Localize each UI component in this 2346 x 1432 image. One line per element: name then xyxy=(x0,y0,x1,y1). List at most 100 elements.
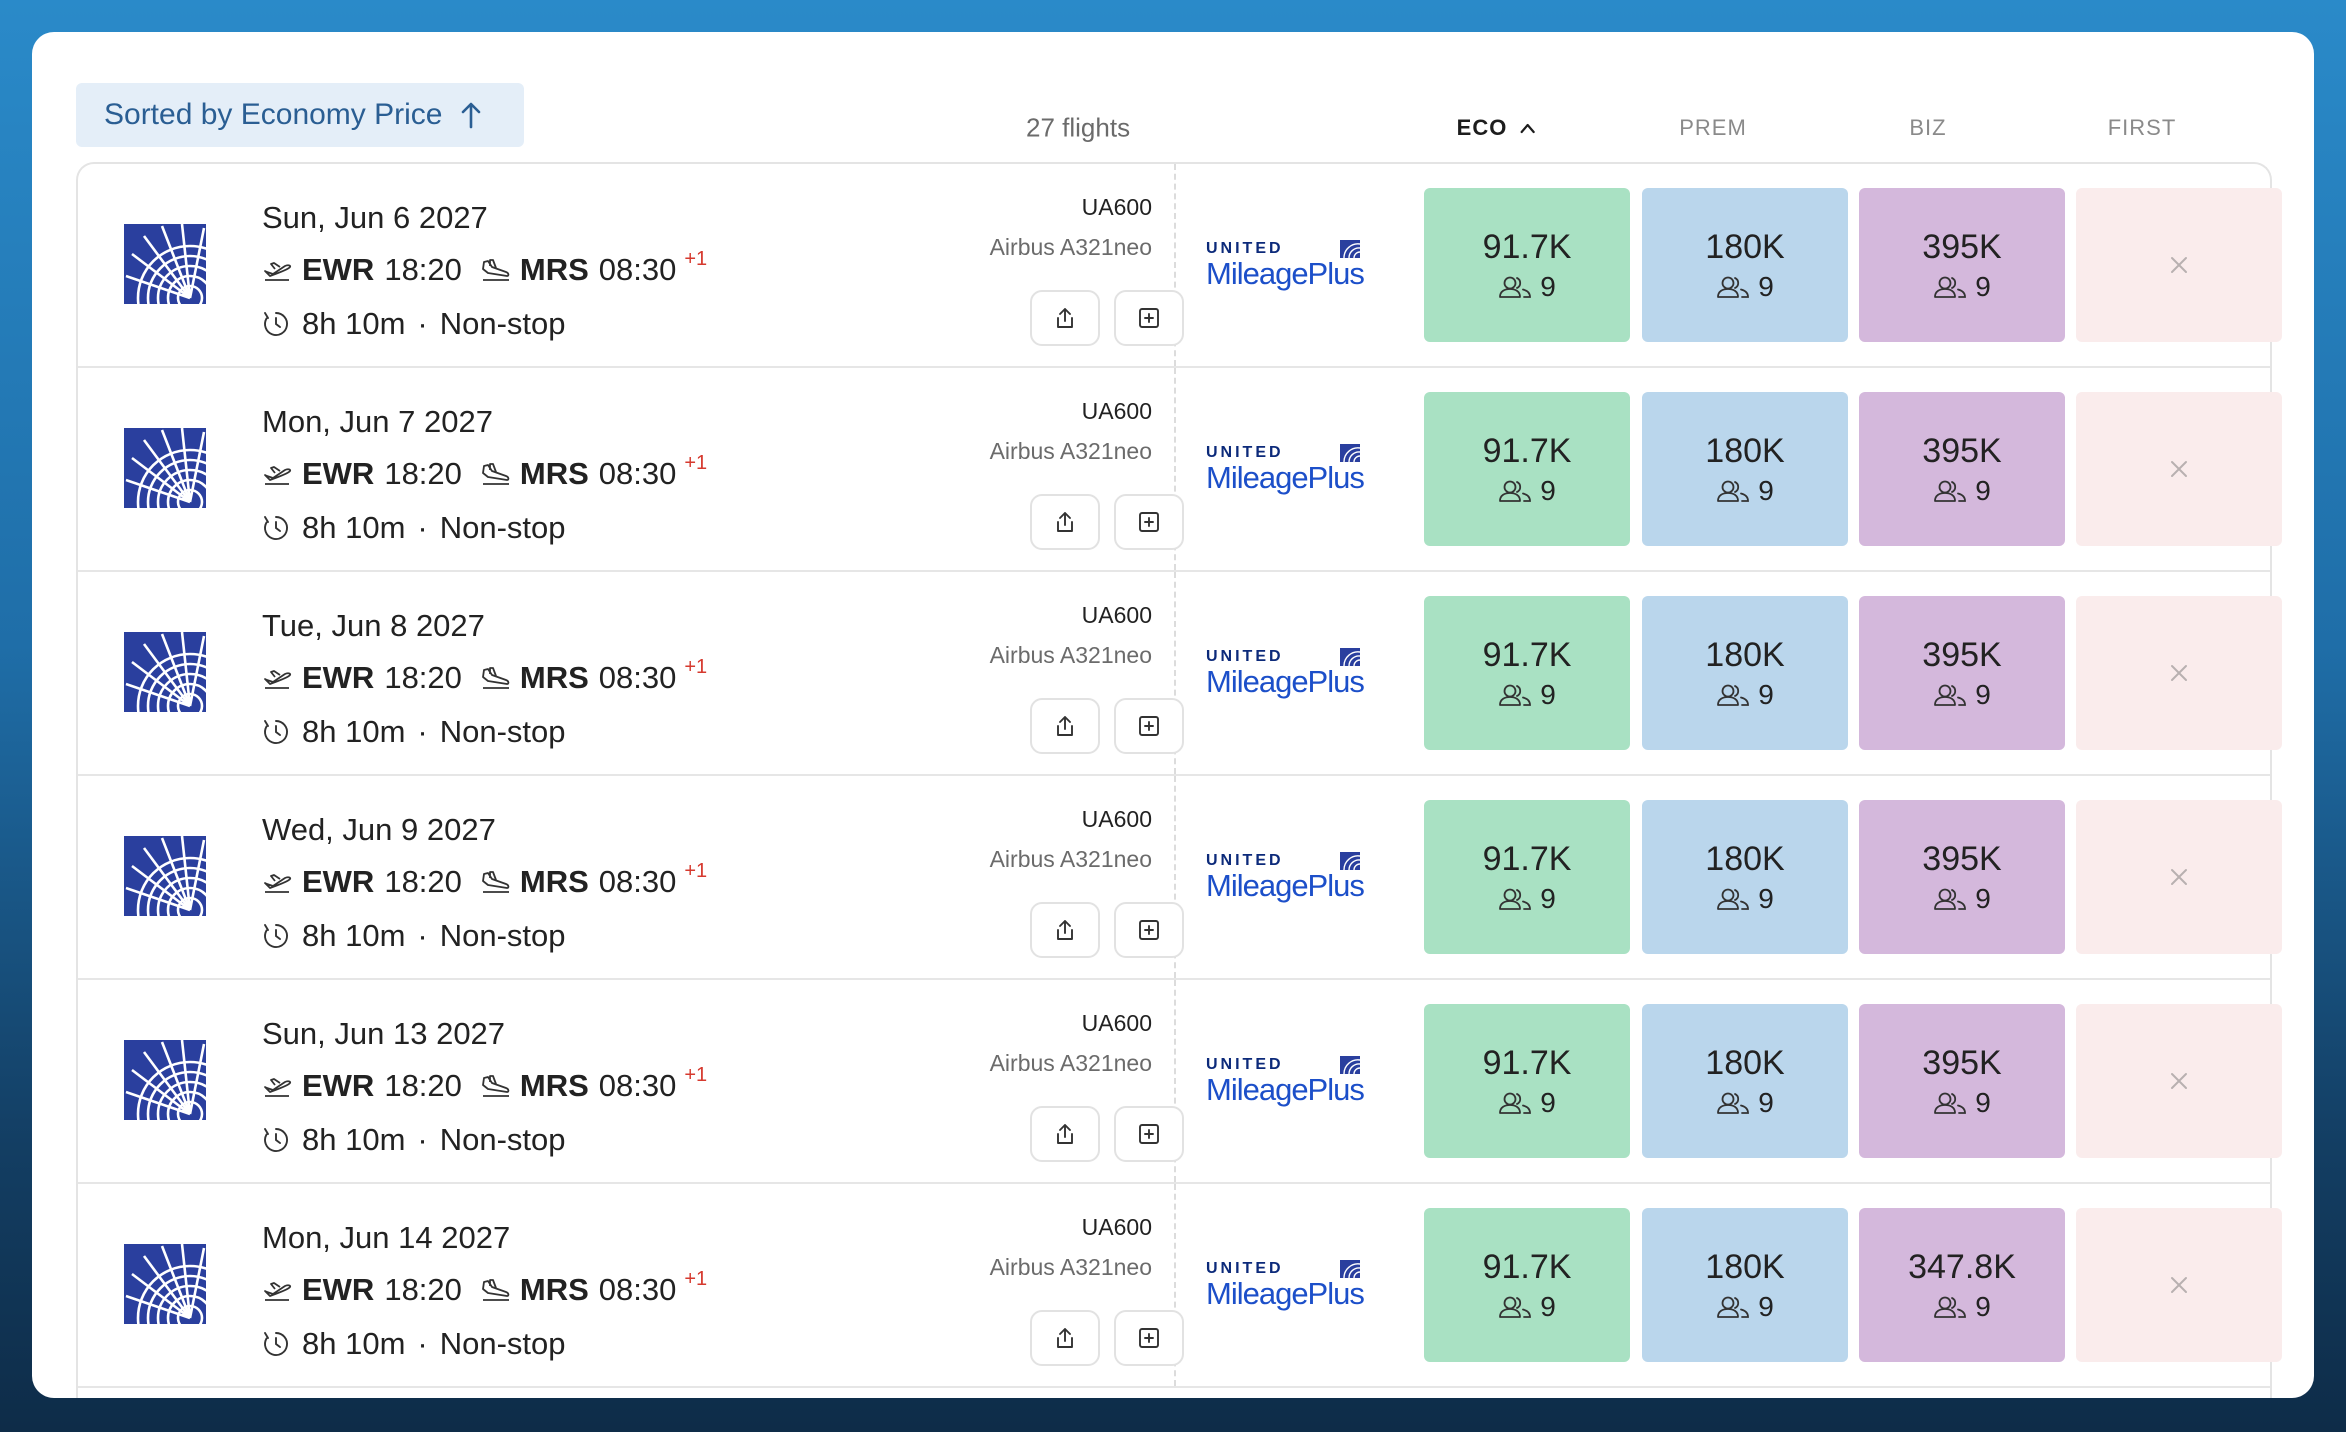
price-eco: 91.7K xyxy=(1482,432,1572,470)
share-icon xyxy=(1057,716,1073,736)
add-button[interactable] xyxy=(1114,698,1184,754)
next-day-badge: +1 xyxy=(684,860,708,882)
price-biz-cell[interactable]: 395K 9 xyxy=(1859,188,2065,342)
results-card: Sorted by Economy Price 27 flights ECO P… xyxy=(32,32,2314,1398)
flight-row[interactable]: Mon, Jun 14 2027 EWR 18:20 MRS 08:30 +1 … xyxy=(78,1184,2282,1388)
column-header-eco[interactable]: ECO xyxy=(1457,115,1536,141)
add-button[interactable] xyxy=(1114,494,1184,550)
share-button[interactable] xyxy=(1030,494,1100,550)
add-button[interactable] xyxy=(1114,1106,1184,1162)
united-mark-icon xyxy=(1340,648,1360,666)
price-prem-cell[interactable]: 180K 9 xyxy=(1642,1004,1848,1158)
duration-line: 8h 10m · Non-stop xyxy=(262,916,566,956)
share-button[interactable] xyxy=(1030,290,1100,346)
flight-date: Sun, Jun 13 2027 xyxy=(262,1016,506,1051)
users-icon xyxy=(1499,480,1532,502)
share-button[interactable] xyxy=(1030,698,1100,754)
sort-button[interactable]: Sorted by Economy Price xyxy=(76,83,524,147)
flight-date: Wed, Jun 9 2027 xyxy=(262,812,496,847)
price-prem-cell[interactable]: 180K 9 xyxy=(1642,596,1848,750)
departure-time: 18:20 xyxy=(384,1272,462,1307)
landing-icon xyxy=(482,1279,510,1301)
price-prem-cell[interactable]: 180K 9 xyxy=(1642,392,1848,546)
price-eco-cell[interactable]: 91.7K 9 xyxy=(1424,596,1630,750)
price-prem-cell[interactable]: 180K 9 xyxy=(1642,800,1848,954)
takeoff-icon xyxy=(264,466,292,485)
landing-icon xyxy=(482,667,510,689)
next-day-badge: +1 xyxy=(684,1268,708,1290)
landing-icon xyxy=(482,259,510,281)
arrival-code: MRS xyxy=(519,252,589,287)
price-prem: 180K xyxy=(1705,1044,1785,1082)
united-mark-icon xyxy=(1340,852,1360,870)
users-icon xyxy=(1717,480,1750,502)
takeoff-icon xyxy=(264,1282,292,1301)
add-button[interactable] xyxy=(1114,290,1184,346)
price-biz-cell[interactable]: 395K 9 xyxy=(1859,596,2065,750)
stops: Non-stop xyxy=(439,1122,566,1157)
price-eco-cell[interactable]: 91.7K 9 xyxy=(1424,188,1630,342)
seats-prem: 9 xyxy=(1716,1087,1774,1119)
united-globe-logo xyxy=(124,632,206,712)
seats-prem: 9 xyxy=(1716,679,1774,711)
clock-icon xyxy=(264,924,288,948)
price-first-cell xyxy=(2076,1208,2282,1362)
program-name: MileagePlus xyxy=(1206,664,1365,699)
price-biz-cell[interactable]: 395K 9 xyxy=(1859,1004,2065,1158)
share-button[interactable] xyxy=(1030,902,1100,958)
seats-biz: 9 xyxy=(1933,883,1991,915)
flight-row[interactable]: Sun, Jun 13 2027 EWR 18:20 MRS 08:30 +1 … xyxy=(78,980,2282,1184)
price-biz-cell[interactable]: 347.8K 9 xyxy=(1859,1208,2065,1362)
price-prem-cell[interactable]: 180K 9 xyxy=(1642,188,1848,342)
price-prem: 180K xyxy=(1705,432,1785,470)
share-button[interactable] xyxy=(1030,1310,1100,1366)
departure-code: EWR xyxy=(302,1068,375,1103)
users-icon xyxy=(1934,1092,1967,1114)
mileageplus-logo: UNITED MileagePlus xyxy=(1206,240,1370,296)
clock-icon xyxy=(264,516,288,540)
column-header-prem[interactable]: PREM xyxy=(1679,115,1747,140)
close-icon xyxy=(2171,869,2187,885)
price-eco-cell[interactable]: 91.7K 9 xyxy=(1424,392,1630,546)
program-name: MileagePlus xyxy=(1206,460,1365,495)
price-eco-cell[interactable]: 91.7K 9 xyxy=(1424,1208,1630,1362)
arrival-code: MRS xyxy=(519,864,589,899)
add-button[interactable] xyxy=(1114,1310,1184,1366)
flight-row[interactable]: Mon, Jun 7 2027 EWR 18:20 MRS 08:30 +1 8… xyxy=(78,368,2282,572)
flight-row[interactable]: Wed, Jun 9 2027 EWR 18:20 MRS 08:30 +1 8… xyxy=(78,776,2282,980)
column-header-first[interactable]: FIRST xyxy=(2107,115,2177,140)
price-prem: 180K xyxy=(1705,228,1785,266)
united-mark-icon xyxy=(1340,1260,1360,1278)
next-day-badge: +1 xyxy=(684,248,708,270)
column-header-biz[interactable]: BIZ xyxy=(1909,115,1947,140)
close-icon xyxy=(2171,257,2187,273)
united-globe-logo xyxy=(124,836,206,916)
price-prem: 180K xyxy=(1705,636,1785,674)
duration: 8h 10m xyxy=(302,1326,406,1361)
price-biz-cell[interactable]: 395K 9 xyxy=(1859,800,2065,954)
users-icon xyxy=(1717,1092,1750,1114)
close-icon xyxy=(2171,1073,2187,1089)
flight-row[interactable]: Sun, Jun 6 2027 EWR 18:20 MRS 08:30 +1 8… xyxy=(78,164,2282,368)
plus-square-icon xyxy=(1139,920,1159,940)
arrival-time: 08:30 xyxy=(598,252,677,287)
price-prem-cell[interactable]: 180K 9 xyxy=(1642,1208,1848,1362)
price-first-cell xyxy=(2076,188,2282,342)
price-biz-cell[interactable]: 395K 9 xyxy=(1859,392,2065,546)
route: EWR 18:20 MRS 08:30 +1 xyxy=(262,656,707,698)
separator-dot: · xyxy=(417,1326,428,1361)
arrival-code: MRS xyxy=(519,660,589,695)
share-button[interactable] xyxy=(1030,1106,1100,1162)
duration: 8h 10m xyxy=(302,918,406,953)
seats-eco: 9 xyxy=(1498,883,1556,915)
departure-time: 18:20 xyxy=(384,660,462,695)
price-eco-cell[interactable]: 91.7K 9 xyxy=(1424,800,1630,954)
price-eco: 91.7K xyxy=(1482,840,1572,878)
flight-row[interactable]: Tue, Jun 8 2027 EWR 18:20 MRS 08:30 +1 8… xyxy=(78,572,2282,776)
add-button[interactable] xyxy=(1114,902,1184,958)
departure-code: EWR xyxy=(302,456,375,491)
price-first-cell xyxy=(2076,392,2282,546)
flight-list: Sun, Jun 6 2027 EWR 18:20 MRS 08:30 +1 8… xyxy=(76,162,2282,1398)
takeoff-icon xyxy=(264,670,292,689)
price-eco-cell[interactable]: 91.7K 9 xyxy=(1424,1004,1630,1158)
